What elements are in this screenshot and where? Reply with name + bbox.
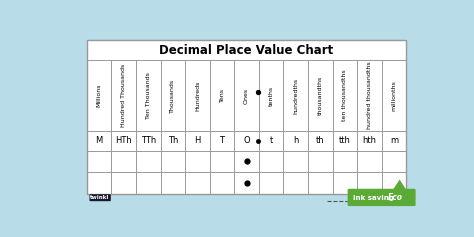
- Text: tenths: tenths: [269, 85, 273, 105]
- Text: O: O: [243, 136, 250, 145]
- Text: Ones: Ones: [244, 87, 249, 104]
- Polygon shape: [393, 180, 406, 190]
- Text: Decimal Place Value Chart: Decimal Place Value Chart: [159, 44, 334, 57]
- Text: Hundreds: Hundreds: [195, 80, 200, 111]
- Text: Thousands: Thousands: [170, 78, 175, 113]
- Text: hundredths: hundredths: [293, 77, 298, 114]
- FancyBboxPatch shape: [347, 189, 416, 206]
- Text: ink saving: ink saving: [354, 195, 394, 201]
- Text: Th: Th: [168, 136, 178, 145]
- Text: M: M: [95, 136, 103, 145]
- Text: hundred thousandths: hundred thousandths: [367, 62, 372, 129]
- Text: twinkl: twinkl: [91, 195, 110, 200]
- Text: hth: hth: [363, 136, 376, 145]
- Text: Hundred Thousands: Hundred Thousands: [121, 64, 126, 127]
- Text: HTh: HTh: [115, 136, 132, 145]
- Text: t: t: [270, 136, 273, 145]
- Text: th: th: [316, 136, 325, 145]
- Text: thousandths: thousandths: [318, 76, 323, 115]
- Text: millionths: millionths: [392, 80, 397, 111]
- Text: H: H: [194, 136, 201, 145]
- Text: ten thousandths: ten thousandths: [342, 70, 347, 121]
- Text: T: T: [219, 136, 225, 145]
- Text: Tens: Tens: [219, 88, 225, 102]
- Text: TTh: TTh: [141, 136, 156, 145]
- Text: Ten Thousands: Ten Thousands: [146, 72, 151, 119]
- Text: Millions: Millions: [97, 84, 101, 107]
- Text: m: m: [390, 136, 398, 145]
- Text: Eco: Eco: [388, 193, 403, 202]
- FancyBboxPatch shape: [87, 40, 406, 194]
- Text: h: h: [293, 136, 299, 145]
- Text: tth: tth: [339, 136, 351, 145]
